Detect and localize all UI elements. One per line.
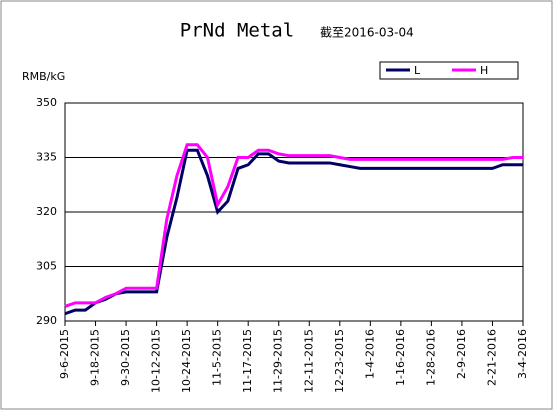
- y-tick-label: 290: [36, 314, 57, 327]
- y-axis-label: RMB/kG: [22, 70, 65, 83]
- x-tick-label: 10-12-2015: [150, 329, 163, 393]
- series-line: [64, 148, 523, 316]
- y-tick-label: 305: [36, 260, 57, 273]
- x-tick-label: 1-4-2016: [363, 329, 376, 379]
- x-tick-label: 11-29-2015: [272, 329, 285, 393]
- x-tick-label: 1-16-2016: [394, 329, 407, 386]
- x-tick-label: 12-23-2015: [333, 329, 346, 393]
- x-tick-label: 10-24-2015: [180, 329, 193, 393]
- x-tick-label: 2-21-2016: [485, 329, 498, 386]
- chart-subtitle: 截至2016-03-04: [320, 26, 414, 40]
- x-tick-label: 3-4-2016: [516, 329, 529, 379]
- legend-label: L: [414, 64, 421, 77]
- x-tick-label: 2-9-2016: [455, 329, 468, 379]
- x-tick-label: 9-6-2015: [58, 329, 71, 379]
- y-tick-label: 320: [36, 205, 57, 218]
- x-tick-label: 9-18-2015: [89, 329, 102, 386]
- x-tick-label: 11-5-2015: [211, 329, 224, 386]
- y-tick-label: 350: [36, 96, 57, 109]
- chart-title: PrNd Metal: [180, 20, 294, 42]
- legend: [379, 61, 519, 80]
- series-line: [64, 143, 523, 308]
- x-tick-label: 1-28-2016: [424, 329, 437, 386]
- legend-label: H: [480, 64, 488, 77]
- x-tick-label: 9-30-2015: [119, 329, 132, 386]
- x-tick-label: 11-17-2015: [241, 329, 254, 393]
- x-tick-label: 12-11-2015: [302, 329, 315, 393]
- y-tick-label: 335: [36, 151, 57, 164]
